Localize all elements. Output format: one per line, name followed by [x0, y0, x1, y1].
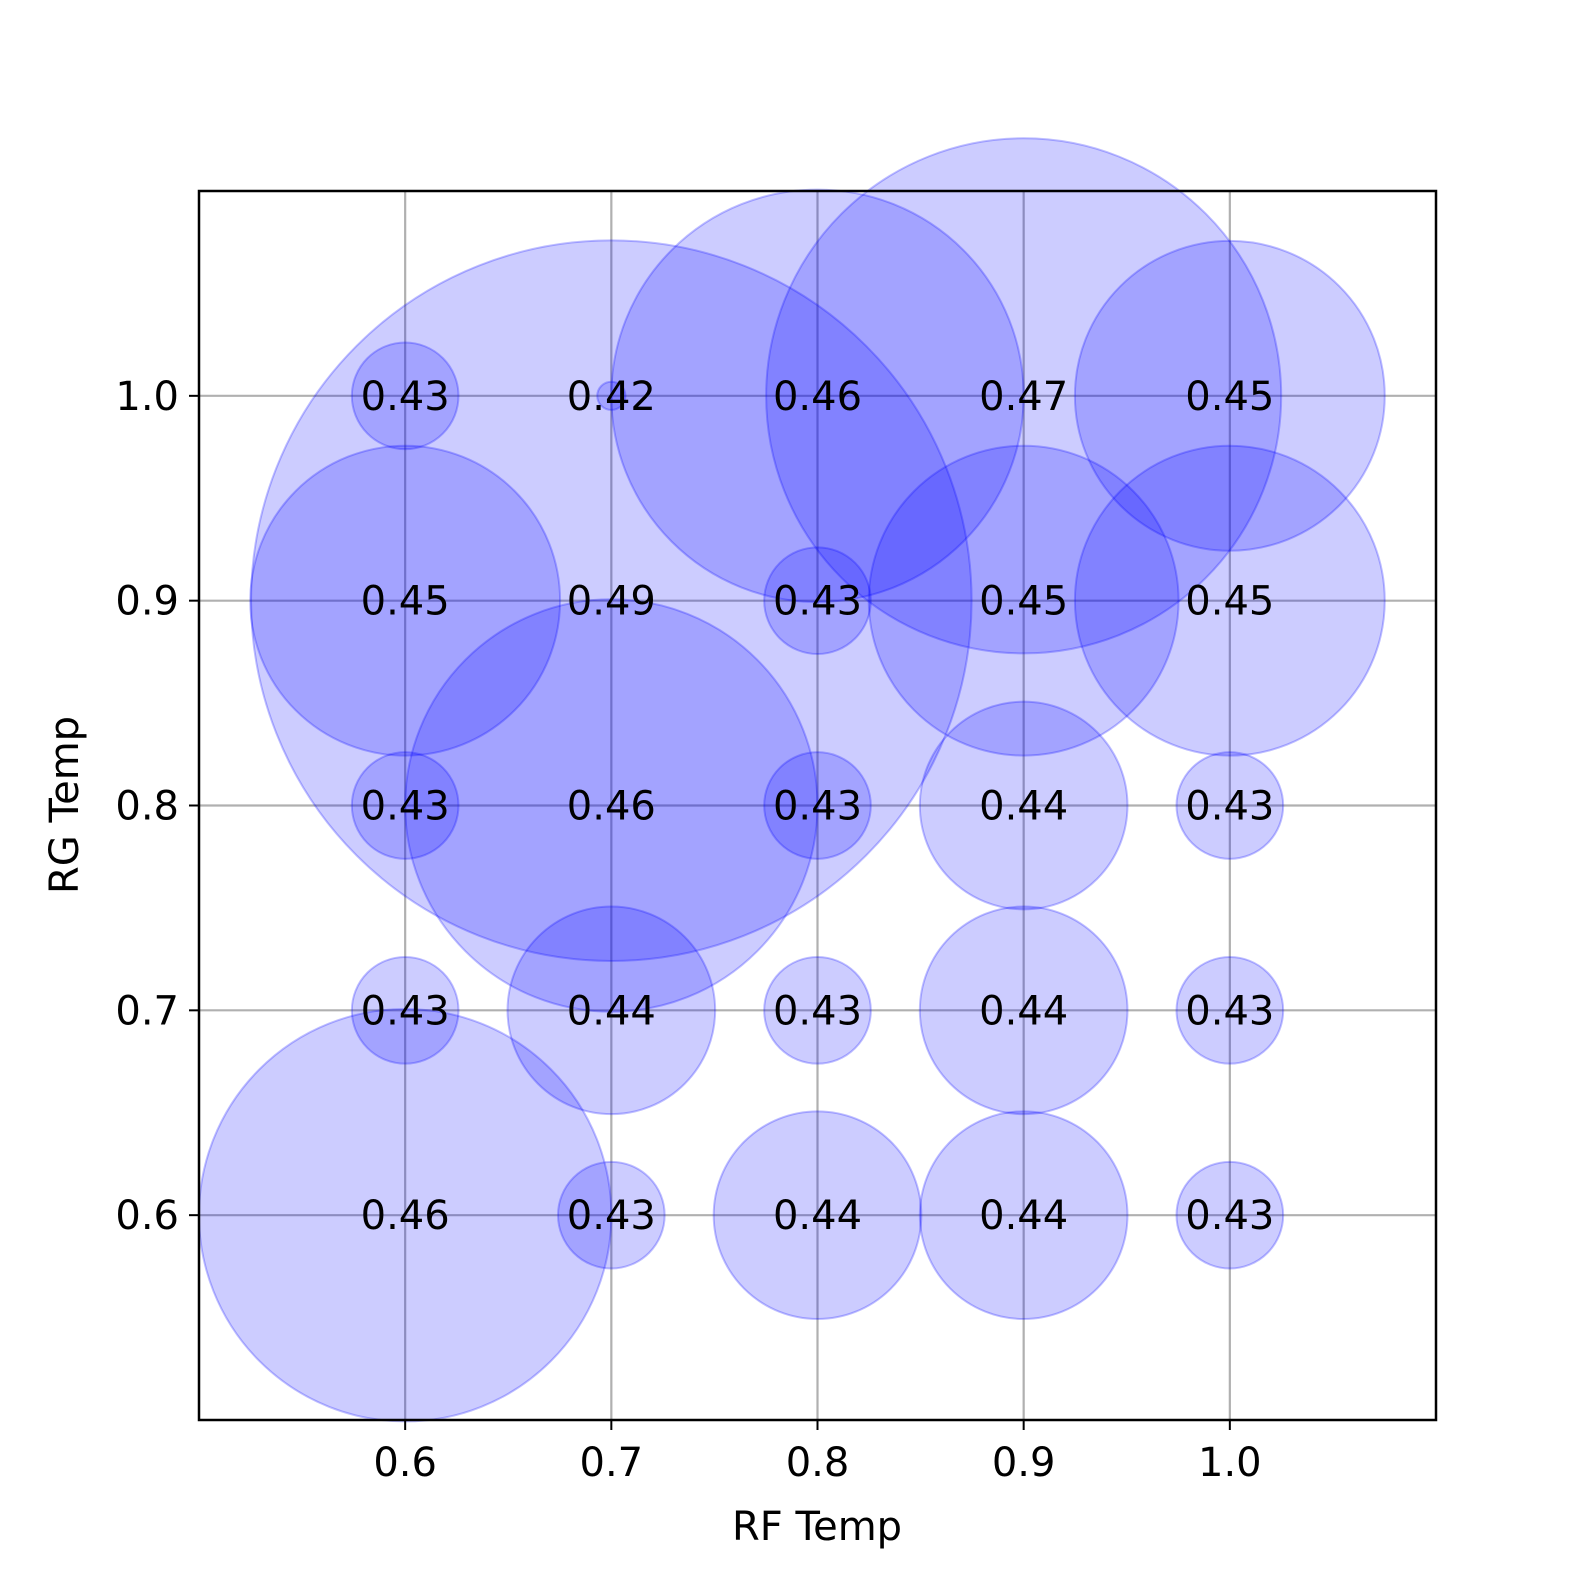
axis-ticks: 0.6 0.7 0.8 0.9 1.0 0.6 0.7 0.8 0.9 1.0 [115, 374, 1261, 1486]
bubble-value-label: 0.43 [773, 784, 862, 830]
bubble-value-label: 0.44 [567, 988, 656, 1034]
bubble-value-label: 0.44 [979, 1193, 1068, 1239]
bubble-value-label: 0.43 [361, 988, 450, 1034]
bubble-value-label: 0.45 [979, 579, 1068, 625]
bubble [249, 444, 562, 757]
bubble-value-label: 0.45 [1185, 579, 1274, 625]
bubble-value-label: 0.43 [773, 988, 862, 1034]
x-tick-label: 0.8 [786, 1440, 850, 1486]
bubble [404, 598, 819, 1013]
y-axis-label: RG Temp [42, 716, 88, 894]
y-tick-label: 1.0 [115, 374, 179, 420]
point-labels: 0.43 0.42 0.46 0.47 0.45 0.45 0.49 0.43 0.45 0.45… [361, 374, 1275, 1239]
bubble [1073, 239, 1386, 552]
x-tick-label: 0.9 [992, 1440, 1056, 1486]
bubble-value-label: 0.43 [1185, 1193, 1274, 1239]
bubble-value-label: 0.49 [567, 579, 656, 625]
bubble [918, 905, 1129, 1116]
bubble-value-label: 0.44 [979, 784, 1068, 830]
bubble [867, 444, 1180, 757]
bubble-value-label: 0.44 [773, 1193, 862, 1239]
bubble [610, 188, 1025, 604]
bubble [350, 751, 460, 860]
bubble [1175, 751, 1285, 860]
bubble [1175, 956, 1285, 1065]
bubble [763, 751, 872, 860]
x-tick-label: 0.7 [580, 1440, 644, 1486]
bubbles [197, 137, 1386, 1423]
bubble [763, 956, 872, 1065]
bubble [350, 956, 460, 1065]
y-tick-label: 0.8 [115, 784, 179, 830]
bubble-value-label: 0.45 [1185, 374, 1274, 420]
x-tick-label: 0.6 [373, 1440, 437, 1486]
bubble-value-label: 0.43 [361, 784, 450, 830]
bubble [557, 1160, 666, 1270]
bubble-value-label: 0.46 [567, 784, 656, 830]
bubble [596, 380, 627, 411]
bubble-value-label: 0.43 [567, 1193, 656, 1239]
bubble [506, 905, 717, 1116]
grid [199, 191, 1436, 1420]
bubble-value-label: 0.45 [361, 579, 450, 625]
bubble [763, 546, 872, 655]
bubble-value-label: 0.43 [1185, 784, 1274, 830]
bubble [918, 700, 1129, 911]
bubble-value-label: 0.47 [979, 374, 1068, 420]
bubble-value-label: 0.46 [773, 374, 862, 420]
bubble-value-label: 0.42 [567, 374, 656, 420]
bubble-value-label: 0.43 [1185, 988, 1274, 1034]
x-tick-label: 1.0 [1198, 1440, 1262, 1486]
bubble [250, 239, 973, 962]
bubble-value-label: 0.43 [361, 374, 450, 420]
bubble-value-label: 0.46 [361, 1193, 450, 1239]
x-axis-label: RF Temp [732, 1504, 902, 1550]
bubble [765, 137, 1283, 655]
bubble-value-label: 0.44 [979, 988, 1068, 1034]
bubble [918, 1110, 1129, 1320]
bubble-value-label: 0.43 [773, 579, 862, 625]
bubble [350, 341, 460, 451]
bubble [712, 1110, 923, 1320]
bubble [1073, 444, 1386, 757]
bubble [1175, 1160, 1285, 1270]
y-tick-label: 0.7 [115, 988, 179, 1034]
y-tick-label: 0.6 [115, 1193, 179, 1239]
y-tick-label: 0.9 [115, 579, 179, 625]
